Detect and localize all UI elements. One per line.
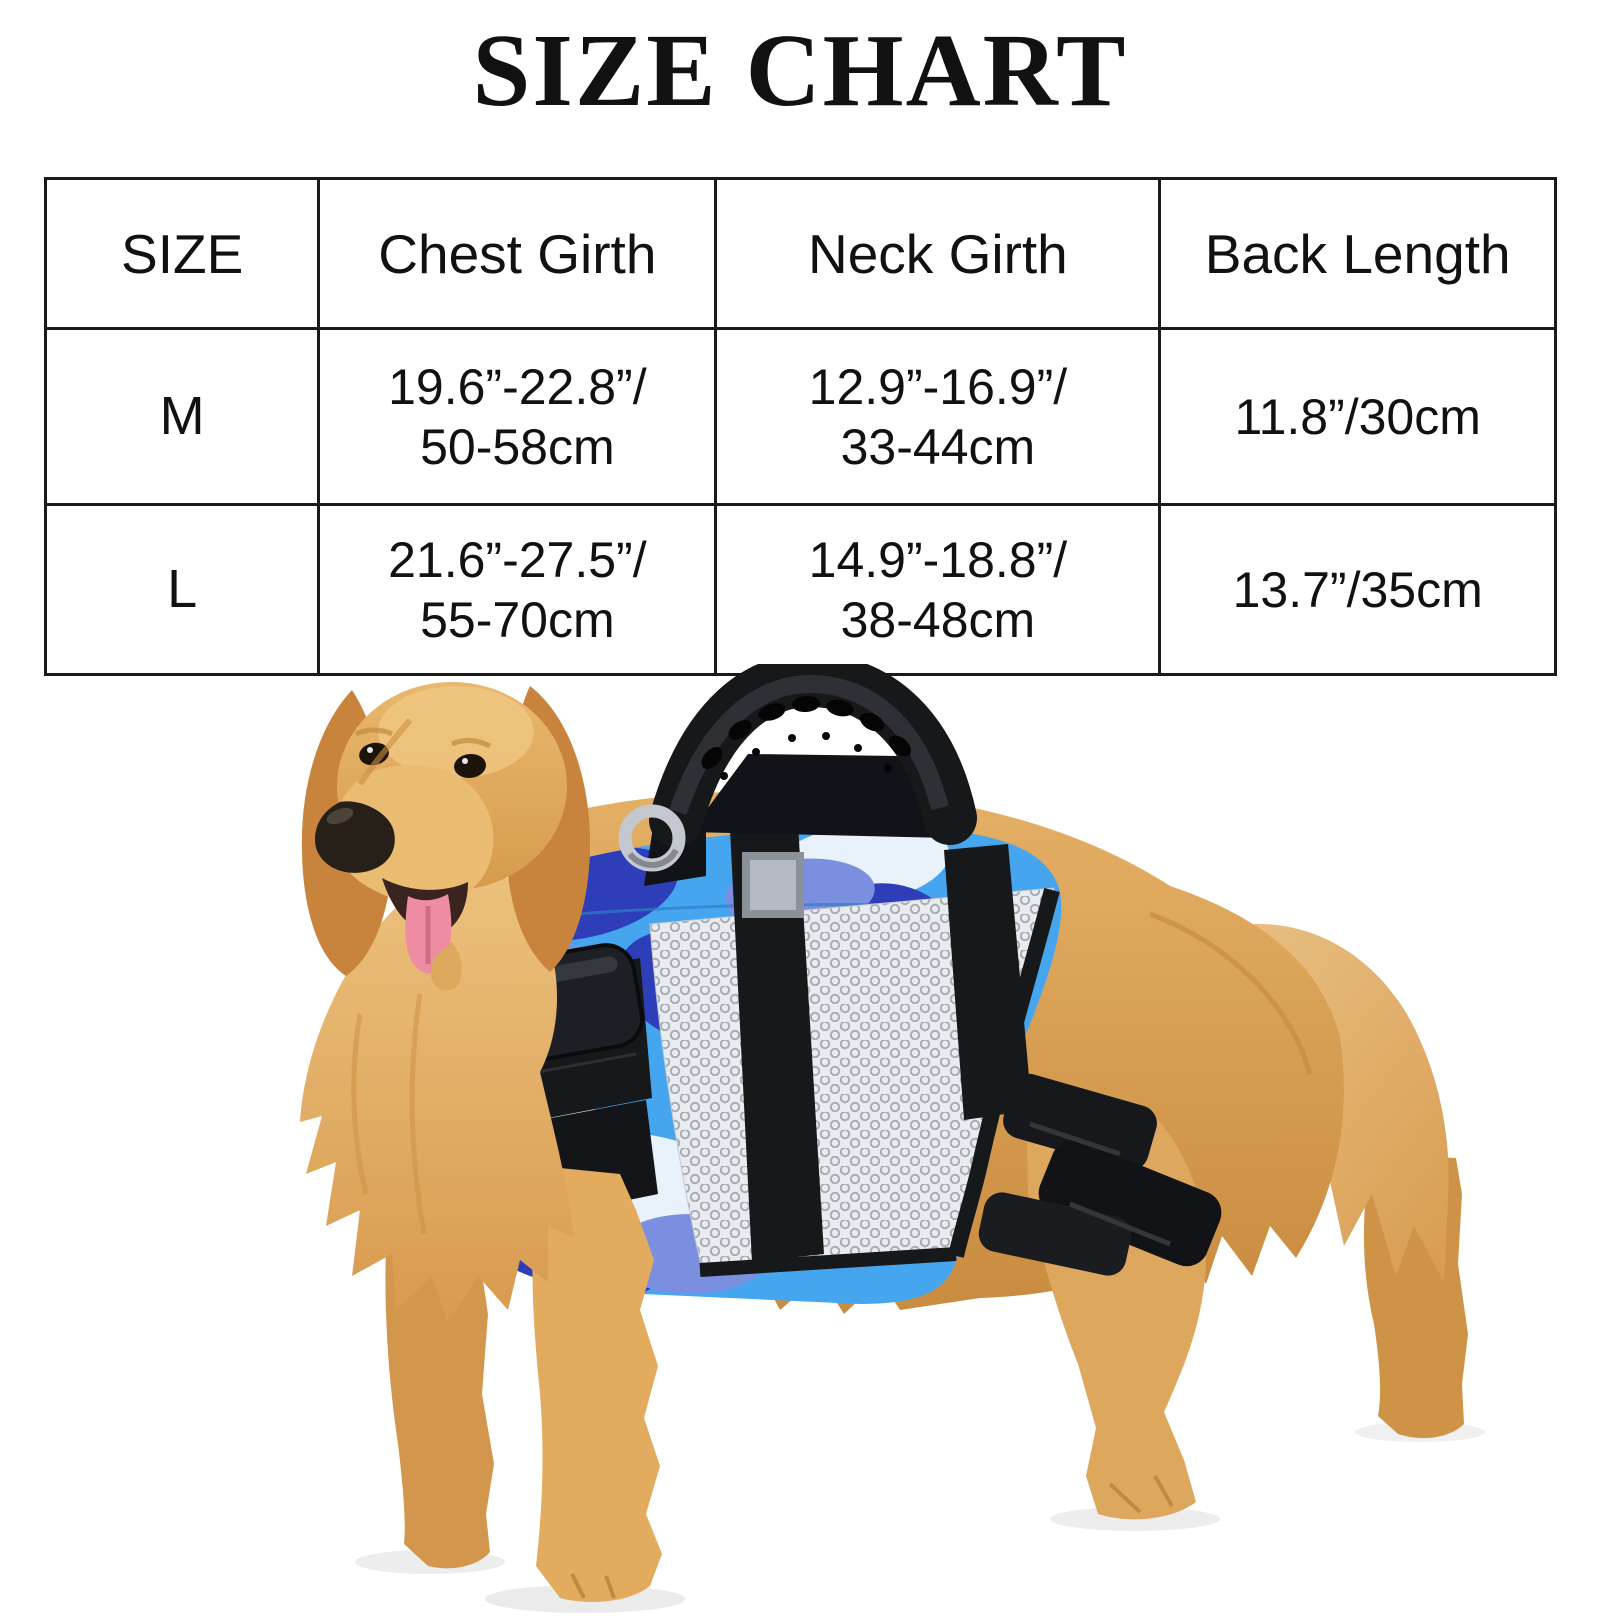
rear-paw-toes bbox=[1108, 1475, 1174, 1514]
right-eye-glint bbox=[462, 758, 468, 764]
d-ring-shading bbox=[627, 848, 679, 869]
cell-chest-l: 21.6”-27.5”/ 55-70cm bbox=[317, 503, 718, 676]
fur-strand bbox=[1149, 911, 1313, 1075]
cell-size-l: L bbox=[43, 503, 321, 676]
handle-webbing bbox=[690, 754, 948, 838]
cell-back-l: 13.7”/35cm bbox=[1158, 503, 1557, 676]
dog-illustration bbox=[300, 664, 1485, 1613]
handle-grip-holes bbox=[701, 695, 912, 780]
vest-vertical-strap-rear bbox=[944, 844, 1032, 1120]
chest-fur-strands bbox=[351, 993, 427, 1235]
vest-mesh-bottom-trim bbox=[699, 1247, 957, 1277]
dog-head bbox=[301, 682, 591, 991]
chin-tuft bbox=[430, 942, 462, 991]
cell-chest-m: 19.6”-22.8”/ 50-58cm bbox=[317, 327, 718, 506]
product-photo bbox=[300, 664, 1485, 1613]
table-header-row: SIZE Chest Girth Neck Girth Back Length bbox=[43, 177, 1557, 330]
column-header-size: SIZE bbox=[43, 177, 321, 330]
dog-right-eye bbox=[454, 753, 486, 779]
vest-handle-highlight bbox=[669, 674, 949, 815]
dog-chest-fur bbox=[300, 856, 574, 1324]
page-title: SIZE CHART bbox=[472, 13, 1128, 128]
left-eye-glint bbox=[367, 747, 373, 753]
column-header-chest: Chest Girth bbox=[317, 177, 718, 330]
vest-vertical-strap-front bbox=[730, 824, 824, 1262]
table-row-size-m: M 19.6”-22.8”/ 50-58cm 12.9”-16.9”/ 33-4… bbox=[43, 327, 1557, 506]
column-header-back: Back Length bbox=[1158, 177, 1557, 330]
brow-lines bbox=[354, 727, 492, 749]
cell-size-m: M bbox=[43, 327, 321, 506]
reflective-strip-center bbox=[750, 860, 796, 910]
cell-neck-l: 14.9”-18.8”/ 38-48cm bbox=[714, 503, 1162, 676]
belly-strap-hardware bbox=[978, 1073, 1222, 1276]
nose-highlight bbox=[326, 807, 354, 825]
page: { "page": { "title": "SIZE CHART", "back… bbox=[0, 13, 1600, 1614]
cell-back-m: 11.8”/30cm bbox=[1158, 327, 1557, 506]
muzzle-bridge bbox=[357, 718, 413, 786]
front-paw-toes bbox=[570, 1573, 616, 1599]
column-header-neck: Neck Girth bbox=[714, 177, 1162, 330]
dog-near-front-leg bbox=[532, 1166, 662, 1602]
dog-forehead-highlight bbox=[378, 686, 534, 778]
cell-neck-m: 12.9”-16.9”/ 33-44cm bbox=[714, 327, 1162, 506]
vest-mesh-rear-trim bbox=[948, 887, 1060, 1258]
floor-shadows bbox=[355, 1422, 1485, 1613]
size-chart-table: SIZE Chest Girth Neck Girth Back Length … bbox=[43, 177, 1557, 676]
table-row-size-l: L 21.6”-27.5”/ 55-70cm 14.9”-18.8”/ 38-4… bbox=[43, 503, 1557, 676]
